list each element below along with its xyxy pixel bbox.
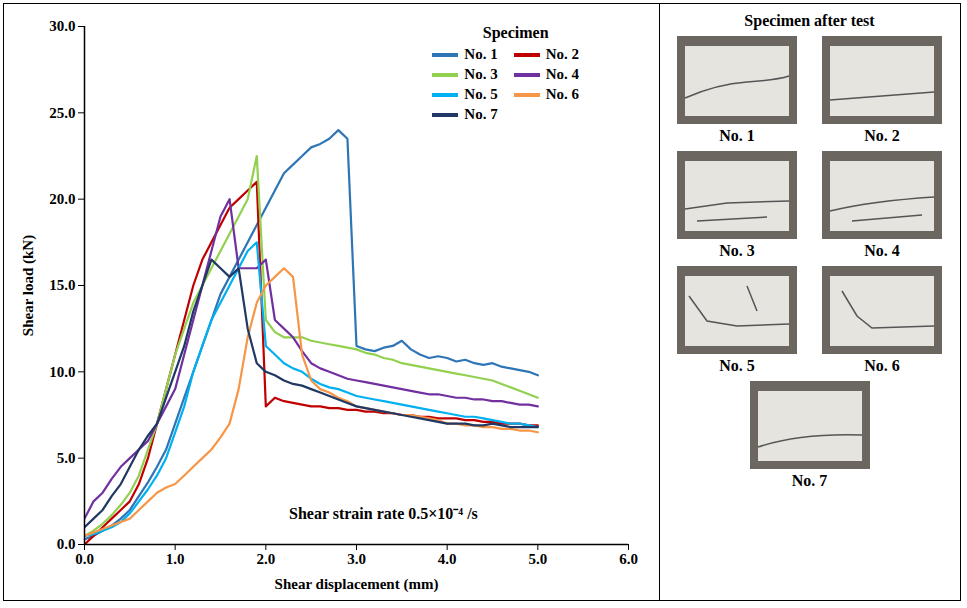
html-text:No. 3: No. 3 [719, 242, 755, 259]
html-text:No. 2: No. 2 [864, 127, 900, 144]
svg-text:20.0: 20.0 [49, 191, 75, 207]
svg-text:Shear displacement (mm): Shear displacement (mm) [275, 576, 439, 593]
html-text:No. 1: No. 1 [719, 127, 755, 144]
html-text:No. 4: No. 4 [545, 66, 579, 82]
html-text:No. 1: No. 1 [464, 46, 498, 62]
svg-text:0.0: 0.0 [75, 551, 94, 567]
html-text:No. 2: No. 2 [545, 46, 579, 62]
svg-text:2.0: 2.0 [256, 551, 275, 567]
svg-text:1.0: 1.0 [166, 551, 185, 567]
svg-text:5.0: 5.0 [528, 551, 547, 567]
svg-text:5.0: 5.0 [57, 450, 76, 466]
html-text:No. 6: No. 6 [545, 86, 579, 102]
svg-text:10.0: 10.0 [49, 364, 75, 380]
html-text:No. 6: No. 6 [864, 357, 900, 374]
svg-text:3.0: 3.0 [347, 551, 366, 567]
html-text:No. 5: No. 5 [464, 86, 498, 102]
svg-text:4.0: 4.0 [438, 551, 457, 567]
html-text:No. 3: No. 3 [464, 66, 498, 82]
html-text:Shear strain rate 0.5×10⁻⁴ /s: Shear strain rate 0.5×10⁻⁴ /s [289, 505, 478, 522]
html-text:No. 7: No. 7 [464, 106, 498, 122]
svg-text:25.0: 25.0 [49, 105, 75, 121]
html-text:No. 7: No. 7 [791, 472, 828, 489]
svg-text:6.0: 6.0 [619, 551, 638, 567]
svg-text:30.0: 30.0 [49, 18, 75, 34]
svg-text:15.0: 15.0 [49, 277, 75, 293]
html-text:Specimen after test: Specimen after test [744, 12, 875, 29]
html-text:Specimen: Specimen [482, 24, 549, 41]
html-text:No. 4: No. 4 [864, 242, 900, 259]
svg-text:0.0: 0.0 [57, 536, 76, 552]
html-text:No. 5: No. 5 [719, 357, 755, 374]
svg-text:Shear load (kN): Shear load (kN) [20, 235, 37, 336]
